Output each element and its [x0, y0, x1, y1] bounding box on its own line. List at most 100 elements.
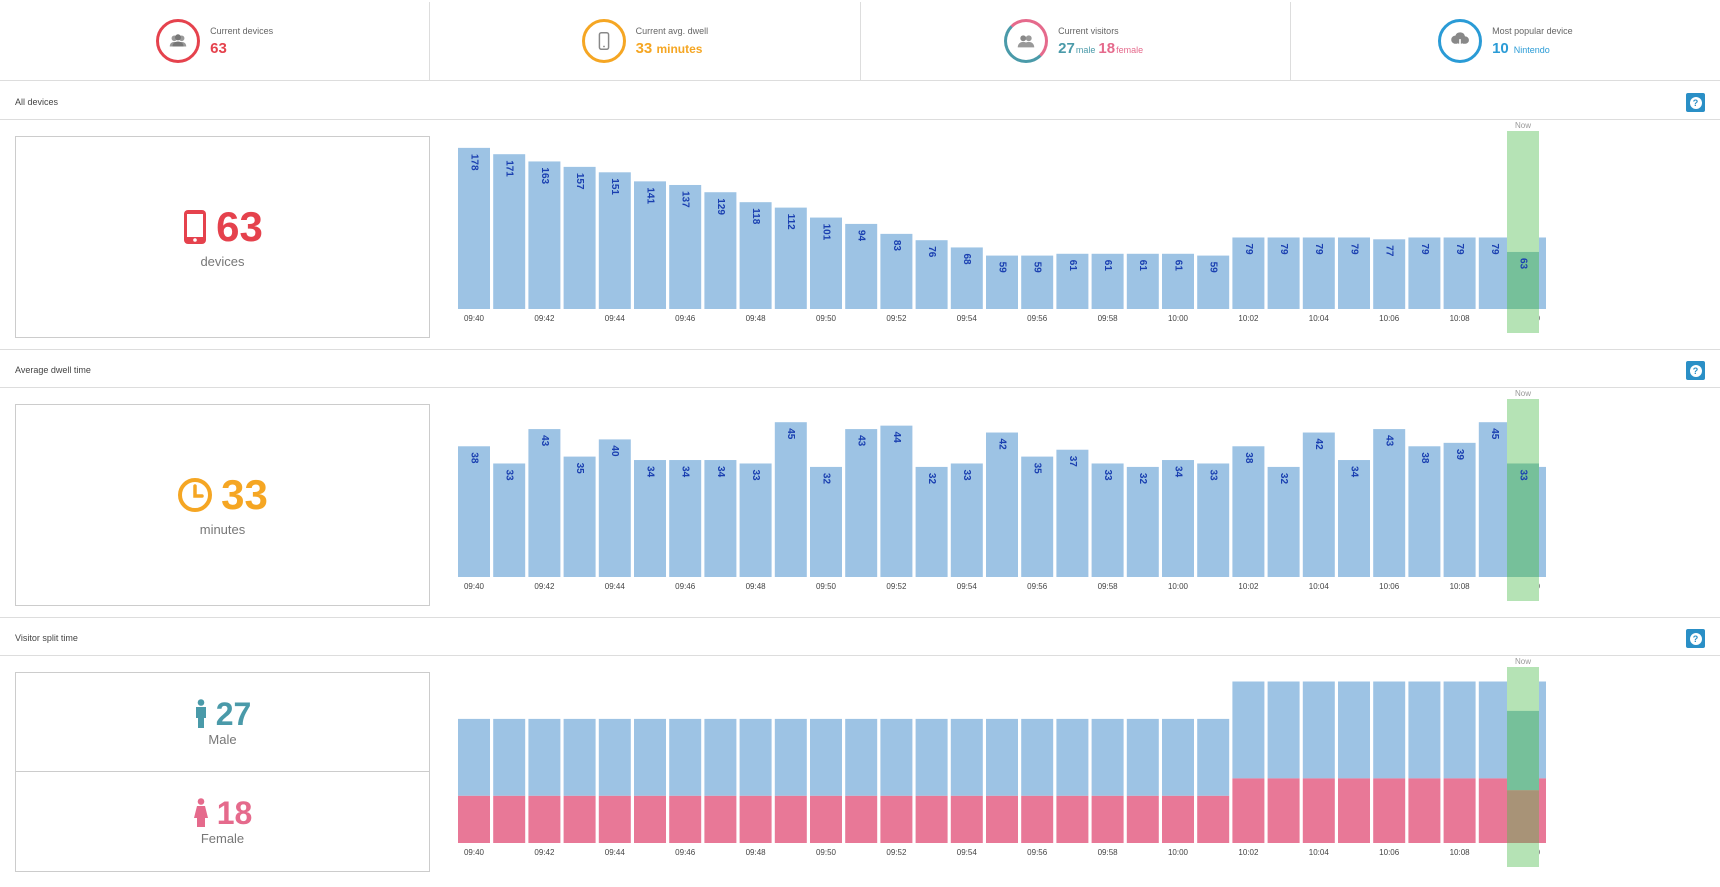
bar-male — [1197, 718, 1230, 796]
now-bar — [1507, 251, 1539, 309]
bar-value-label: 157 — [574, 173, 585, 190]
bar-value-label: 32 — [1137, 473, 1148, 485]
bar-male — [915, 718, 948, 796]
x-tick-label: 09:50 — [816, 848, 837, 857]
x-tick-label: 09:56 — [1027, 582, 1048, 591]
bar — [1197, 463, 1230, 577]
bar-value-label: 61 — [1102, 260, 1113, 272]
dwell-big-value: 33 — [221, 470, 268, 518]
bar-value-label: 34 — [1348, 466, 1359, 478]
group-icon — [1004, 19, 1049, 63]
bar-value-label: 42 — [1313, 439, 1324, 451]
bar-value-label: 43 — [856, 435, 867, 447]
bar-female — [739, 795, 772, 843]
bar-value-label: 101 — [820, 224, 831, 241]
bar-male — [739, 718, 772, 796]
section-visitor-split: Visitor split time ? 27 Male 18 Female 0… — [0, 619, 1720, 882]
bar-female — [634, 795, 666, 843]
x-tick-label: 09:56 — [1027, 314, 1048, 323]
x-tick-label: 09:42 — [534, 848, 555, 857]
bar — [880, 233, 913, 309]
bar-female — [950, 795, 983, 843]
bar-value-label: 83 — [891, 240, 902, 252]
bar-male — [704, 718, 737, 796]
bar-value-label: 137 — [680, 191, 691, 208]
help-button[interactable]: ? — [1686, 93, 1705, 112]
x-tick-label: 09:46 — [675, 848, 696, 857]
x-tick-label: 10:04 — [1309, 582, 1330, 591]
bar-female — [1162, 795, 1194, 843]
now-bar-male — [1507, 710, 1539, 791]
devices-chart: 178 171 163 157 151 141 137 129 118 112 101 94 83 76 6… — [458, 121, 1546, 333]
bar-female — [598, 795, 631, 843]
bar-male — [880, 718, 913, 796]
bar-female — [915, 795, 948, 843]
now-label: Now — [1515, 657, 1531, 666]
bar — [950, 463, 983, 577]
x-tick-label: 09:52 — [886, 848, 907, 857]
bar-female — [1126, 795, 1159, 843]
section-average-dwell: Average dwell time ? 33 minutes 38 33 43 35… — [0, 351, 1720, 617]
x-tick-label: 09:52 — [886, 314, 907, 323]
bar-value-label: 59 — [996, 262, 1007, 274]
help-button[interactable]: ? — [1686, 361, 1705, 380]
bar-value-label: 32 — [926, 473, 937, 485]
x-tick-label: 10:04 — [1309, 848, 1330, 857]
help-button[interactable]: ? — [1686, 629, 1705, 648]
bar — [1232, 237, 1265, 309]
bar — [1478, 237, 1511, 309]
stat-label: Current devices — [210, 25, 274, 36]
bar-female — [1338, 778, 1370, 843]
x-tick-label: 10:02 — [1238, 582, 1259, 591]
x-tick-label: 09:42 — [534, 582, 555, 591]
bar-male — [1478, 681, 1511, 779]
now-value-label: 33 — [1517, 469, 1528, 481]
bar-male — [774, 718, 807, 796]
bar — [458, 147, 490, 309]
x-tick-label: 09:56 — [1027, 848, 1048, 857]
bar-male — [1021, 718, 1054, 796]
female-icon — [193, 798, 208, 827]
bar-value-label: 79 — [1454, 243, 1465, 255]
x-tick-label: 09:46 — [675, 314, 696, 323]
bar — [1091, 463, 1124, 577]
bar — [528, 429, 561, 577]
bar — [1478, 422, 1511, 577]
dwell-summary-card: 33 minutes — [15, 404, 430, 606]
bar-value-label: 151 — [609, 178, 620, 195]
x-tick-label: 09:48 — [746, 848, 767, 857]
bar-value-label: 171 — [504, 160, 515, 177]
bar — [950, 247, 983, 309]
x-tick-label: 09:46 — [675, 582, 696, 591]
stat-male-unit: male — [1075, 44, 1096, 55]
stat-label: Current visitors — [1058, 25, 1119, 36]
bar-value-label: 112 — [785, 214, 796, 231]
bar-value-label: 32 — [820, 473, 831, 485]
bar — [1373, 239, 1406, 309]
bar-value-label: 79 — [1313, 243, 1324, 255]
x-tick-label: 10:06 — [1379, 582, 1400, 591]
bar-male — [1338, 681, 1370, 779]
bar-male — [493, 718, 526, 796]
bar-male — [563, 718, 596, 796]
female-big-value: 18 — [216, 795, 253, 831]
bar-female — [1443, 778, 1476, 843]
stat-unit: minutes — [656, 41, 703, 56]
male-caption: Male — [208, 731, 237, 747]
bar-male — [1408, 681, 1441, 779]
stat-value: 63 — [210, 39, 227, 57]
section-title: Visitor split time — [15, 633, 78, 643]
bar-male — [1232, 681, 1265, 779]
bar — [880, 425, 913, 577]
bar-female — [563, 795, 596, 843]
bar-female — [1232, 778, 1265, 843]
bar — [845, 429, 878, 577]
x-tick-label: 09:50 — [816, 314, 837, 323]
stat-current-devices: Current devices 63 — [0, 2, 431, 80]
bar-value-label: 61 — [1172, 260, 1183, 272]
x-tick-label: 10:08 — [1450, 848, 1471, 857]
bar-female — [528, 795, 561, 843]
bar-female — [845, 795, 878, 843]
bar-value-label: 33 — [961, 469, 972, 481]
question-icon: ? — [1689, 96, 1702, 109]
